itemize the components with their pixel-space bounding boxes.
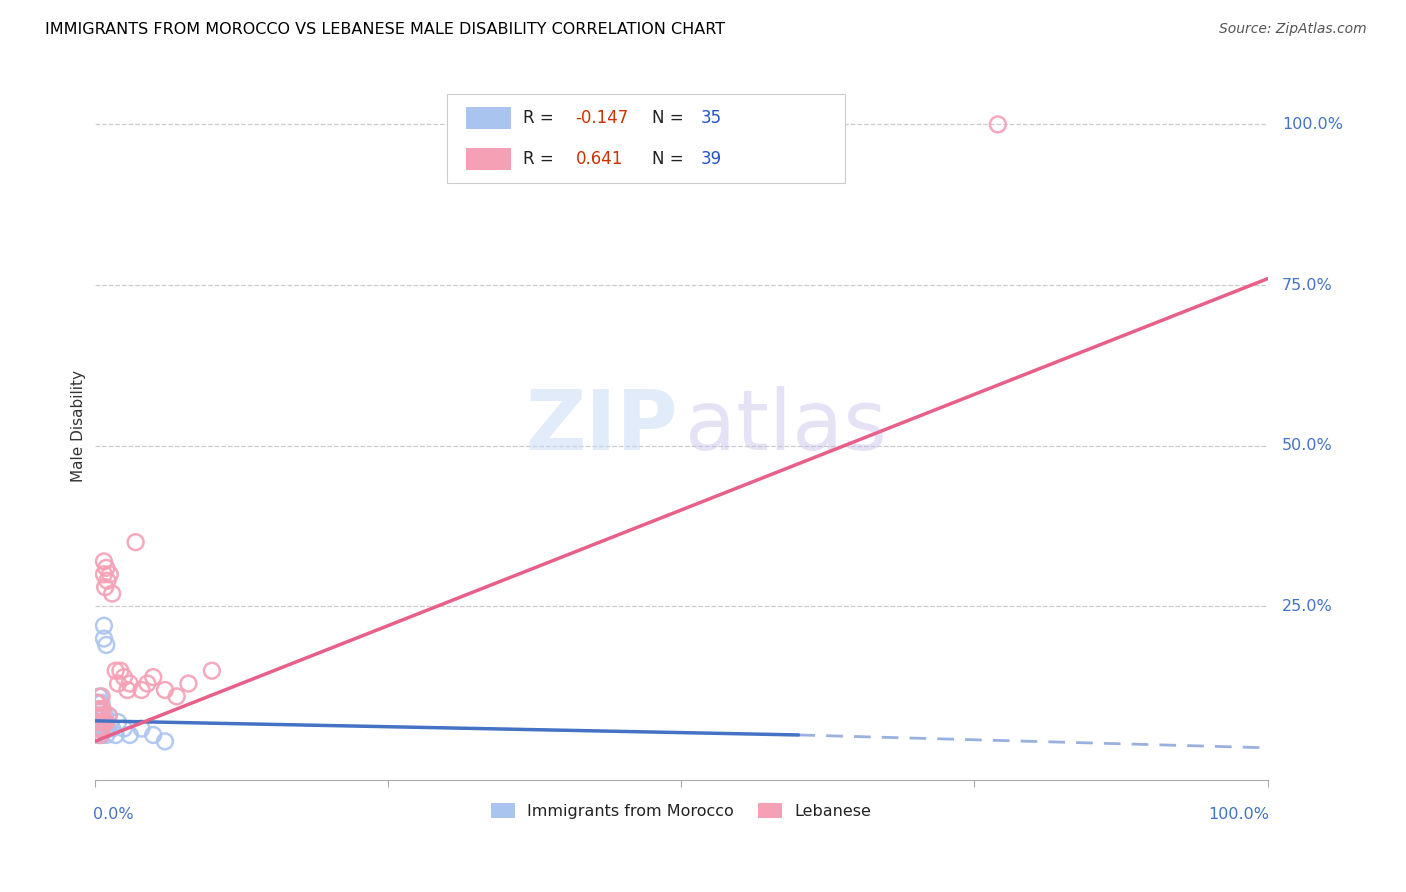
Point	[89, 702, 111, 716]
Text: IMMIGRANTS FROM MOROCCO VS LEBANESE MALE DISABILITY CORRELATION CHART: IMMIGRANTS FROM MOROCCO VS LEBANESE MALE…	[45, 22, 725, 37]
Point	[201, 664, 224, 678]
Point	[97, 708, 120, 723]
Point	[124, 535, 146, 549]
Text: ZIP: ZIP	[524, 386, 678, 467]
Point	[89, 702, 111, 716]
Point	[96, 715, 118, 730]
Point	[84, 728, 107, 742]
FancyBboxPatch shape	[447, 95, 845, 183]
Point	[107, 715, 129, 730]
Legend: Immigrants from Morocco, Lebanese: Immigrants from Morocco, Lebanese	[484, 797, 879, 825]
Point	[142, 728, 165, 742]
Point	[91, 715, 114, 730]
Point	[142, 670, 165, 684]
Point	[96, 561, 118, 575]
Point	[90, 728, 112, 742]
Point	[104, 664, 127, 678]
Point	[136, 676, 159, 690]
Point	[90, 696, 112, 710]
Point	[96, 722, 118, 736]
FancyBboxPatch shape	[467, 147, 510, 169]
Point	[89, 722, 111, 736]
FancyBboxPatch shape	[467, 107, 510, 129]
Point	[90, 722, 112, 736]
Point	[94, 580, 117, 594]
Y-axis label: Male Disability: Male Disability	[72, 370, 86, 483]
Point	[89, 728, 111, 742]
Point	[84, 722, 107, 736]
Point	[91, 702, 114, 716]
Text: 100.0%: 100.0%	[1208, 807, 1268, 822]
Text: 0.0%: 0.0%	[93, 807, 134, 822]
Text: 100.0%: 100.0%	[1282, 117, 1343, 132]
Point	[117, 683, 139, 698]
Point	[104, 728, 127, 742]
Text: 25.0%: 25.0%	[1282, 599, 1333, 614]
Point	[166, 690, 188, 704]
Text: 35: 35	[702, 109, 723, 127]
Point	[91, 708, 114, 723]
Text: R =: R =	[523, 150, 564, 168]
Point	[94, 722, 117, 736]
Point	[97, 708, 120, 723]
Point	[86, 696, 108, 710]
Point	[86, 708, 108, 723]
Point	[89, 722, 111, 736]
Text: atlas: atlas	[685, 386, 886, 467]
Point	[112, 670, 135, 684]
Point	[87, 708, 110, 723]
Point	[87, 722, 110, 736]
Point	[131, 722, 153, 736]
Point	[118, 676, 141, 690]
Point	[96, 574, 118, 588]
Text: 0.641: 0.641	[575, 150, 623, 168]
Point	[91, 722, 114, 736]
Point	[93, 715, 115, 730]
Point	[86, 715, 108, 730]
Point	[93, 554, 115, 568]
Point	[87, 702, 110, 716]
Point	[153, 683, 176, 698]
Point	[98, 567, 121, 582]
Text: N =: N =	[652, 150, 689, 168]
Point	[91, 715, 114, 730]
Point	[89, 715, 111, 730]
Point	[110, 664, 132, 678]
Point	[93, 618, 115, 632]
Point	[90, 708, 112, 723]
Point	[153, 734, 176, 748]
Point	[112, 722, 135, 736]
Point	[90, 690, 112, 704]
Point	[87, 715, 110, 730]
Point	[131, 683, 153, 698]
Text: 50.0%: 50.0%	[1282, 438, 1333, 453]
Point	[89, 715, 111, 730]
Point	[89, 690, 111, 704]
Point	[177, 676, 200, 690]
Point	[118, 728, 141, 742]
Point	[89, 702, 111, 716]
Point	[101, 586, 124, 600]
Point	[987, 117, 1010, 131]
Text: Source: ZipAtlas.com: Source: ZipAtlas.com	[1219, 22, 1367, 37]
Point	[93, 567, 115, 582]
Point	[101, 722, 124, 736]
Point	[87, 696, 110, 710]
Text: 39: 39	[702, 150, 723, 168]
Point	[86, 696, 108, 710]
Point	[89, 728, 111, 742]
Point	[96, 728, 118, 742]
Text: N =: N =	[652, 109, 689, 127]
Point	[90, 708, 112, 723]
Point	[89, 708, 111, 723]
Point	[107, 676, 129, 690]
Point	[96, 638, 118, 652]
Point	[94, 708, 117, 723]
Text: -0.147: -0.147	[575, 109, 628, 127]
Text: R =: R =	[523, 109, 558, 127]
Point	[93, 632, 115, 646]
Text: 75.0%: 75.0%	[1282, 277, 1333, 293]
